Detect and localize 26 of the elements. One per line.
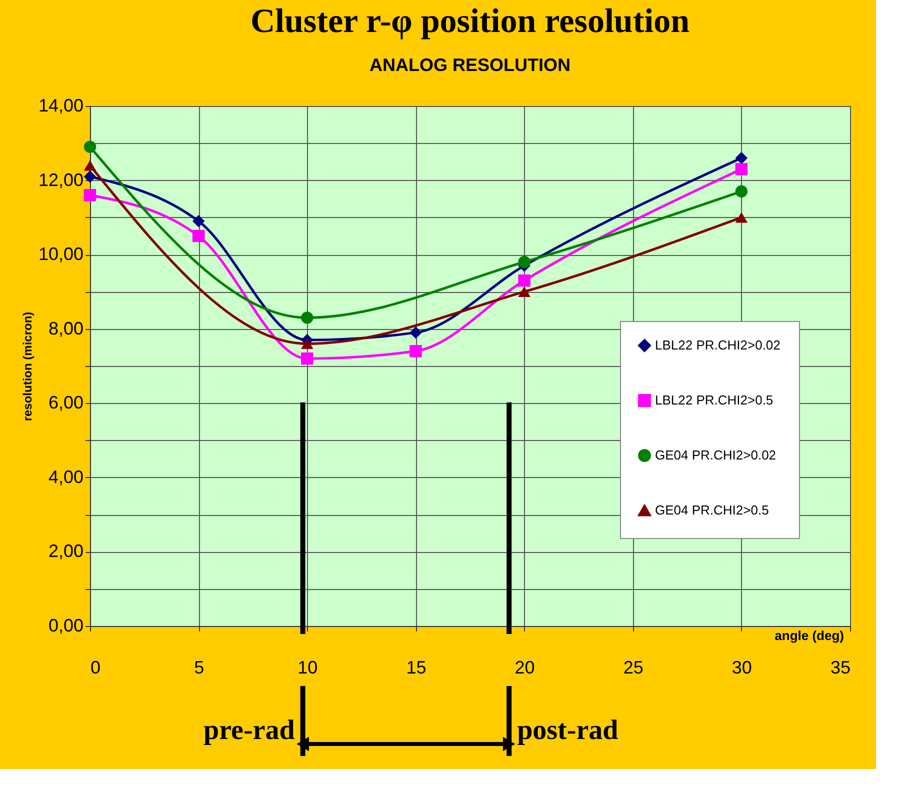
y-tick-label: 8,00 — [48, 318, 84, 338]
x-tick-label: 10 — [298, 658, 318, 678]
legend-label: GE04 PR.CHI2>0.5 — [655, 502, 769, 518]
y-tick-label: 6,00 — [48, 392, 84, 413]
y-tick-label: 14,00 — [38, 96, 84, 116]
legend-label: GE04 PR.CHI2>0.02 — [655, 448, 776, 462]
x-tick-label: 20 — [514, 658, 535, 678]
x-tick-label: 30 — [732, 658, 752, 678]
x-tick-label: 25 — [623, 658, 644, 678]
x-axis-title: angle (deg) — [774, 628, 844, 643]
x-tick-label: 35 — [830, 658, 850, 678]
y-tick-label: 4,00 — [48, 466, 84, 487]
x-tick-label: 15 — [406, 658, 426, 678]
y-tick-label: 12,00 — [38, 170, 84, 190]
x-tick-label: 5 — [194, 658, 204, 678]
text: post-rad — [517, 715, 619, 746]
x-tick-label: 0 — [90, 658, 101, 678]
chart-title: Cluster r-φ position resolution — [250, 3, 690, 40]
y-axis-title: resolution (micron) — [20, 312, 34, 422]
chart-subtitle: ANALOG RESOLUTION — [370, 55, 570, 75]
legend-label: LBL22 PR.CHI2>0.5 — [655, 392, 774, 408]
y-tick-label: 2,00 — [48, 541, 84, 562]
text: pre-rad — [204, 715, 296, 746]
legend-label: LBL22 PR.CHI2>0.02 — [655, 338, 780, 352]
y-tick-label: 10,00 — [38, 244, 84, 264]
y-tick-label: 0,00 — [48, 616, 84, 636]
